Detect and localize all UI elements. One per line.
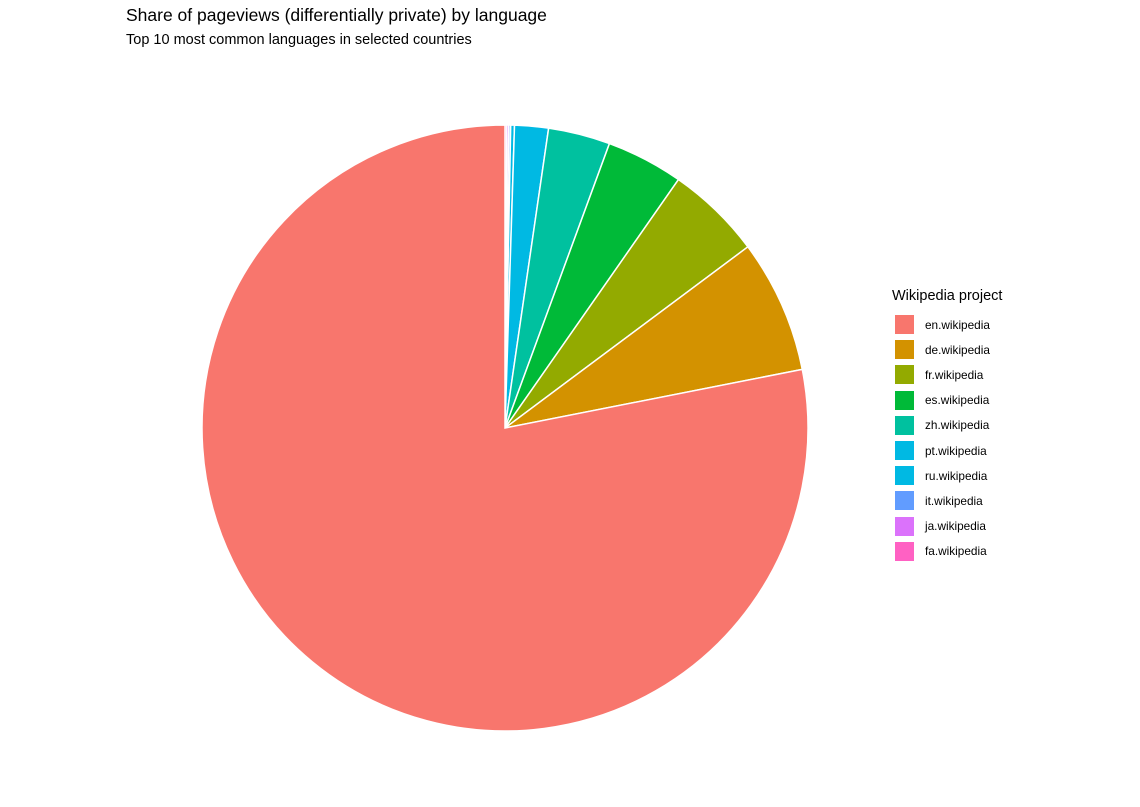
legend-swatch	[894, 389, 915, 411]
legend-label: es.wikipedia	[925, 393, 990, 408]
legend: Wikipedia project en.wikipedia de.wikiped…	[892, 288, 1002, 564]
legend-item-de: de.wikipedia	[894, 337, 1002, 362]
legend-label: zh.wikipedia	[925, 418, 990, 433]
legend-items: en.wikipedia de.wikipedia fr.wikipedia es.w…	[892, 312, 1002, 564]
legend-label: fr.wikipedia	[925, 367, 984, 382]
legend-swatch	[894, 339, 915, 361]
legend-item-fr: fr.wikipedia	[894, 362, 1002, 387]
legend-swatch	[894, 540, 915, 562]
chart-title: Share of pageviews (differentially priva…	[126, 5, 547, 25]
legend-title: Wikipedia project	[892, 288, 1003, 304]
legend-swatch	[894, 414, 915, 436]
pie-slice-de	[504, 245, 804, 429]
legend-swatch	[894, 440, 915, 462]
legend-swatch	[894, 364, 915, 386]
legend-label: pt.wikipedia	[925, 443, 987, 458]
legend-item-fa: fa.wikipedia	[894, 539, 1002, 564]
legend-label: de.wikipedia	[925, 342, 990, 357]
legend-label: ru.wikipedia	[925, 468, 988, 483]
pie-slice-en	[201, 124, 809, 732]
legend-label: en.wikipedia	[925, 317, 990, 332]
legend-item-zh: zh.wikipedia	[894, 413, 1002, 438]
legend-label: it.wikipedia	[925, 493, 983, 508]
legend-label: ja.wikipedia	[925, 519, 986, 534]
legend-item-en: en.wikipedia	[894, 312, 1002, 337]
legend-swatch	[894, 515, 915, 537]
legend-swatch	[894, 490, 915, 512]
chart-subtitle: Top 10 most common languages in selected…	[126, 32, 472, 48]
legend-item-ru: ru.wikipedia	[894, 463, 1002, 488]
legend-item-it: it.wikipedia	[894, 488, 1002, 513]
legend-item-ja: ja.wikipedia	[894, 514, 1002, 539]
legend-item-pt: pt.wikipedia	[894, 438, 1002, 463]
legend-swatch	[894, 465, 915, 487]
legend-swatch	[894, 314, 915, 336]
legend-label: fa.wikipedia	[925, 544, 987, 559]
legend-item-es: es.wikipedia	[894, 388, 1002, 413]
